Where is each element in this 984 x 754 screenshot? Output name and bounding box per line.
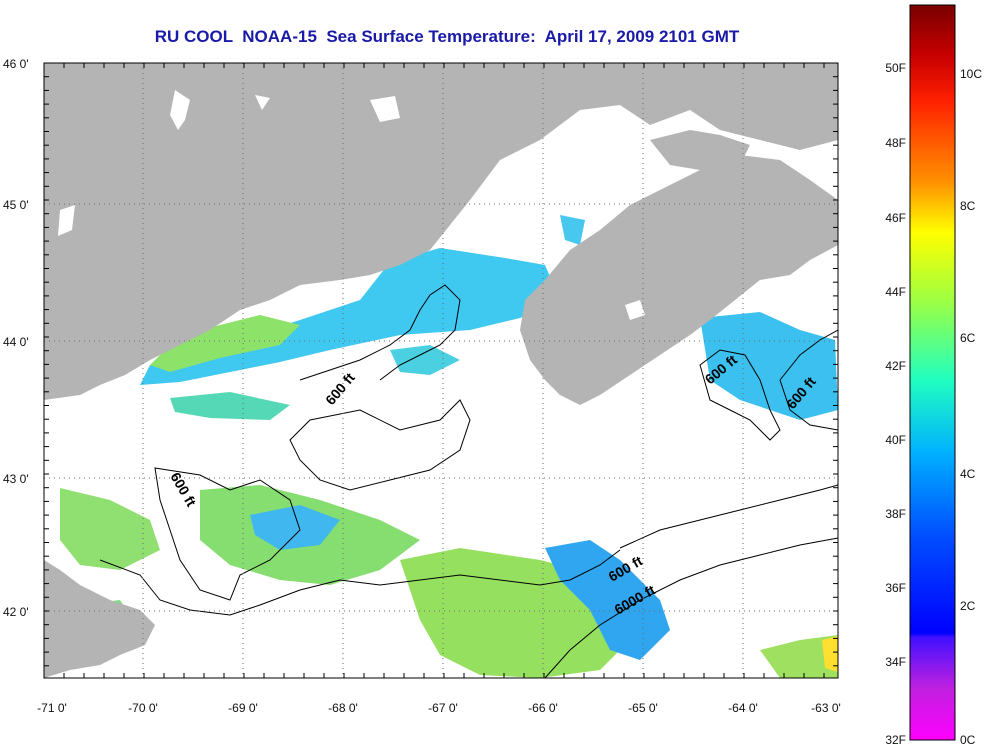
land-cape-breton (650, 130, 750, 170)
longitude-tick-label: -64 0' (728, 701, 758, 715)
colorbar-fahrenheit-label: 42F (885, 359, 906, 373)
colorbar-celsius-label: 4C (960, 467, 976, 481)
latitude-axis: 46 0' 45 0' 44 0' 43 0' 42 0' (3, 57, 838, 667)
colorbar-fahrenheit-label: 36F (885, 581, 906, 595)
land-massachusetts (44, 560, 155, 678)
contour-600ft-north (299, 284, 461, 381)
sst-patch-southwest (60, 488, 160, 570)
longitude-axis: -71 0' -70 0' -69 0' -68 0' -67 0' -66 0' -65 … (37, 63, 841, 715)
contour-600ft-south (99, 549, 621, 616)
colorbar: 50F 48F 46F 44F 42F 40F 38F 36F 34F 32F 10C 8C 6C 4C… (885, 4, 982, 747)
colorbar-bar (909, 4, 956, 741)
lake-4 (625, 300, 645, 320)
latitude-tick-label: 43 0' (3, 472, 29, 486)
colorbar-celsius-labels: 10C 8C 6C 4C 2C 0C (960, 67, 982, 747)
latitude-tick-label: 44 0' (3, 335, 29, 349)
bathymetry-contours (99, 284, 838, 678)
sst-patch-central (390, 345, 460, 375)
colorbar-fahrenheit-label: 34F (885, 655, 906, 669)
contour-6000ft (544, 537, 838, 678)
latitude-tick-label: 42 0' (3, 605, 29, 619)
lake-5 (370, 96, 400, 122)
colorbar-fahrenheit-label: 32F (885, 733, 906, 747)
colorbar-fahrenheit-label: 40F (885, 433, 906, 447)
colorbar-fahrenheit-label: 46F (885, 211, 906, 225)
sst-patch-fundy (560, 215, 585, 245)
latitude-tick-label: 46 0' (3, 57, 29, 71)
land-maine-new-brunswick (44, 63, 838, 400)
map-frame (43, 62, 839, 679)
land-nova-scotia (520, 155, 838, 405)
lakes-layer (58, 90, 645, 320)
colorbar-celsius-label: 10C (960, 67, 982, 81)
colorbar-celsius-label: 2C (960, 599, 976, 613)
colorbar-fahrenheit-label: 50F (885, 61, 906, 75)
contour-600ft-far-east (779, 329, 838, 431)
colorbar-fahrenheit-label: 38F (885, 507, 906, 521)
longitude-tick-label: -70 0' (128, 701, 158, 715)
sst-patch-southeast-warm (822, 636, 838, 672)
sst-patch-scotian (700, 312, 838, 420)
colorbar-fahrenheit-labels: 50F 48F 46F 44F 42F 40F 38F 36F 34F 32F (885, 61, 906, 747)
longitude-tick-label: -71 0' (37, 701, 67, 715)
sst-patch-coastal-mid (170, 392, 290, 420)
sst-patch-gulf-maine-green (150, 315, 300, 372)
longitude-tick-label: -67 0' (428, 701, 458, 715)
latitude-tick-label: 45 0' (3, 198, 29, 212)
colorbar-fahrenheit-label: 44F (885, 285, 906, 299)
contour-600ft-east (699, 349, 781, 441)
sst-patch-southeast (760, 635, 838, 678)
colorbar-celsius-label: 6C (960, 331, 976, 345)
contour-600ft-basin (289, 399, 471, 491)
lake-3 (58, 205, 75, 236)
longitude-tick-label: -65 0' (628, 701, 658, 715)
longitude-tick-label: -66 0' (528, 701, 558, 715)
longitude-tick-label: -69 0' (228, 701, 258, 715)
lake-1 (170, 90, 190, 130)
contour-shelf-edge (619, 484, 838, 549)
sst-data-layer (60, 215, 838, 678)
sst-patch-shelf-blue (545, 540, 670, 660)
colorbar-fahrenheit-label: 48F (885, 136, 906, 150)
land-layer (44, 63, 838, 678)
longitude-tick-label: -63 0' (811, 701, 841, 715)
lake-2 (255, 95, 270, 110)
longitude-tick-label: -68 0' (328, 701, 358, 715)
colorbar-celsius-label: 0C (960, 733, 976, 747)
map-title: RU COOL NOAA-15 Sea Surface Temperature:… (154, 27, 740, 46)
contour-600ft-west (154, 467, 301, 601)
sst-patch-georges-blue (250, 505, 340, 550)
colorbar-celsius-label: 8C (960, 199, 976, 213)
